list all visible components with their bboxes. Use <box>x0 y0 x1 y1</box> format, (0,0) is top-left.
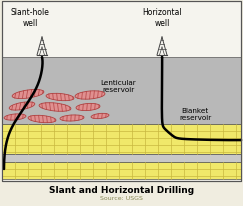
Text: Lenticular
reservoir: Lenticular reservoir <box>100 80 136 93</box>
Ellipse shape <box>39 103 71 112</box>
Ellipse shape <box>60 115 84 122</box>
Bar <box>2 2 241 181</box>
Text: Blanket
reservoir: Blanket reservoir <box>179 108 211 121</box>
Bar <box>2 154 241 162</box>
Ellipse shape <box>4 114 26 121</box>
Ellipse shape <box>9 102 35 111</box>
Text: Slant and Horizontal Drilling: Slant and Horizontal Drilling <box>49 185 194 194</box>
Text: Slant-hole
well: Slant-hole well <box>10 8 49 28</box>
Bar <box>2 58 241 124</box>
Bar <box>2 124 241 154</box>
Ellipse shape <box>28 116 56 123</box>
Bar <box>2 2 241 181</box>
Ellipse shape <box>91 114 109 119</box>
Text: Horizontal
well: Horizontal well <box>142 8 182 28</box>
Ellipse shape <box>76 104 100 111</box>
Ellipse shape <box>12 90 44 99</box>
Text: Source: USGS: Source: USGS <box>100 195 143 200</box>
Ellipse shape <box>46 94 74 101</box>
Ellipse shape <box>75 91 105 100</box>
Bar <box>2 162 241 179</box>
